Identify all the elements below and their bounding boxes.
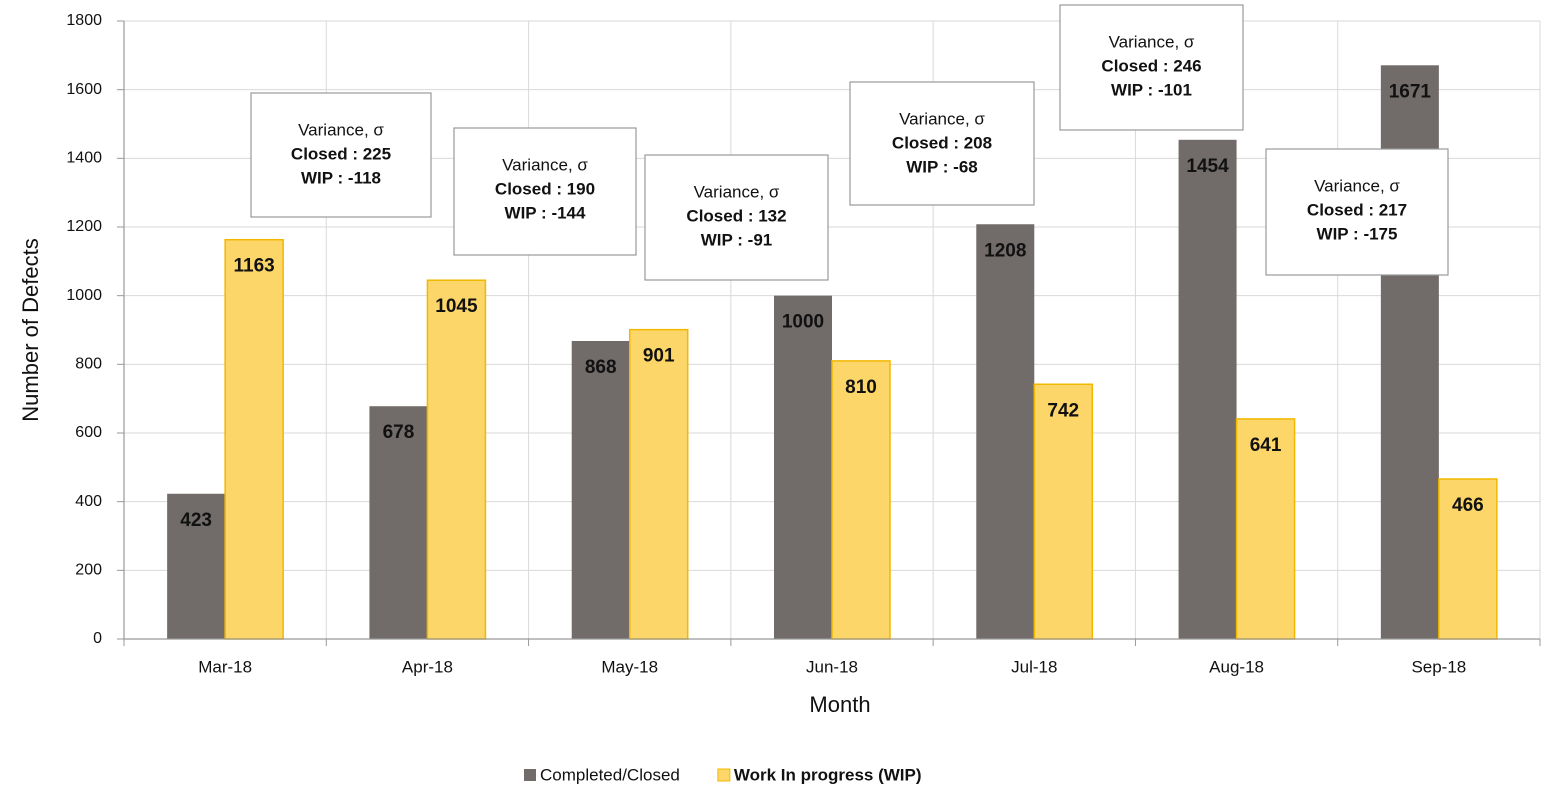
y-tick-label: 400 bbox=[75, 493, 102, 510]
annotation-text: Variance, σ bbox=[298, 120, 384, 139]
bar bbox=[1033, 383, 1094, 640]
y-tick-label: 600 bbox=[75, 424, 102, 441]
annotation-box bbox=[1059, 4, 1244, 131]
data-label: 1671 bbox=[1389, 81, 1432, 102]
annotation-text: Closed : 190 bbox=[495, 179, 595, 198]
annotation-box bbox=[1265, 148, 1449, 276]
annotation-text: Variance, σ bbox=[1314, 176, 1400, 195]
data-label: 810 bbox=[845, 377, 877, 398]
bar bbox=[369, 406, 428, 639]
data-label: 868 bbox=[585, 357, 617, 378]
data-label: 901 bbox=[643, 346, 675, 367]
data-label: 1045 bbox=[435, 296, 478, 317]
x-tick-label: Mar-18 bbox=[198, 657, 252, 676]
annotation-text: Closed : 217 bbox=[1307, 200, 1407, 219]
legend-label: Work In progress (WIP) bbox=[734, 765, 922, 784]
annotation-box bbox=[644, 154, 829, 281]
annotation-text: Variance, σ bbox=[694, 182, 780, 201]
bar bbox=[1178, 139, 1237, 639]
bar bbox=[571, 340, 630, 639]
y-tick-label: 1200 bbox=[66, 218, 102, 235]
annotation-text: Variance, σ bbox=[502, 155, 588, 174]
data-label: 1454 bbox=[1186, 156, 1229, 177]
legend-label: Completed/Closed bbox=[540, 765, 680, 784]
y-tick-label: 0 bbox=[93, 630, 102, 647]
x-axis-title: Month bbox=[809, 692, 870, 717]
y-tick-label: 200 bbox=[75, 562, 102, 579]
data-label: 742 bbox=[1047, 400, 1079, 421]
bar bbox=[831, 360, 891, 640]
y-tick-label: 1800 bbox=[66, 12, 102, 29]
annotation-text: WIP : -101 bbox=[1111, 80, 1192, 99]
bar bbox=[426, 279, 487, 640]
bar bbox=[774, 295, 832, 639]
annotation-box bbox=[453, 127, 637, 256]
annotation-text: Variance, σ bbox=[1109, 32, 1195, 51]
annotation-text: WIP : -68 bbox=[906, 157, 977, 176]
annotation-text: WIP : -91 bbox=[701, 230, 772, 249]
data-label: 1163 bbox=[234, 256, 275, 277]
x-tick-label: Aug-18 bbox=[1209, 657, 1264, 676]
y-axis-title: Number of Defects bbox=[18, 238, 43, 421]
x-tick-label: May-18 bbox=[601, 657, 658, 676]
data-label: 678 bbox=[383, 422, 415, 443]
x-tick-label: Jul-18 bbox=[1011, 657, 1057, 676]
annotation-text: WIP : -175 bbox=[1317, 224, 1398, 243]
data-label: 1000 bbox=[782, 312, 824, 333]
annotation-text: Closed : 132 bbox=[686, 206, 786, 225]
annotation-text: Closed : 246 bbox=[1101, 56, 1201, 75]
y-tick-label: 1000 bbox=[66, 287, 102, 304]
y-tick-label: 1600 bbox=[66, 81, 102, 98]
legend-swatch bbox=[717, 768, 731, 782]
x-tick-label: Apr-18 bbox=[402, 657, 453, 676]
y-tick-label: 800 bbox=[75, 356, 102, 373]
bar bbox=[167, 493, 226, 639]
annotation-text: Closed : 225 bbox=[291, 144, 391, 163]
bar bbox=[976, 224, 1035, 639]
data-label: 423 bbox=[180, 510, 212, 531]
bar bbox=[224, 238, 284, 640]
annotation-text: WIP : -144 bbox=[505, 203, 586, 222]
x-tick-label: Sep-18 bbox=[1411, 657, 1466, 676]
y-tick-label: 1400 bbox=[66, 150, 102, 167]
data-label: 641 bbox=[1250, 435, 1282, 456]
annotation-box bbox=[250, 92, 432, 218]
annotation-box bbox=[849, 81, 1035, 206]
x-tick-label: Jun-18 bbox=[806, 657, 858, 676]
annotation-text: Variance, σ bbox=[899, 109, 985, 128]
legend-swatch bbox=[524, 769, 536, 781]
annotation-text: Closed : 208 bbox=[892, 133, 992, 152]
data-label: 466 bbox=[1452, 495, 1484, 516]
bar bbox=[628, 328, 689, 640]
data-label: 1208 bbox=[984, 240, 1026, 261]
annotation-text: WIP : -118 bbox=[301, 168, 381, 187]
